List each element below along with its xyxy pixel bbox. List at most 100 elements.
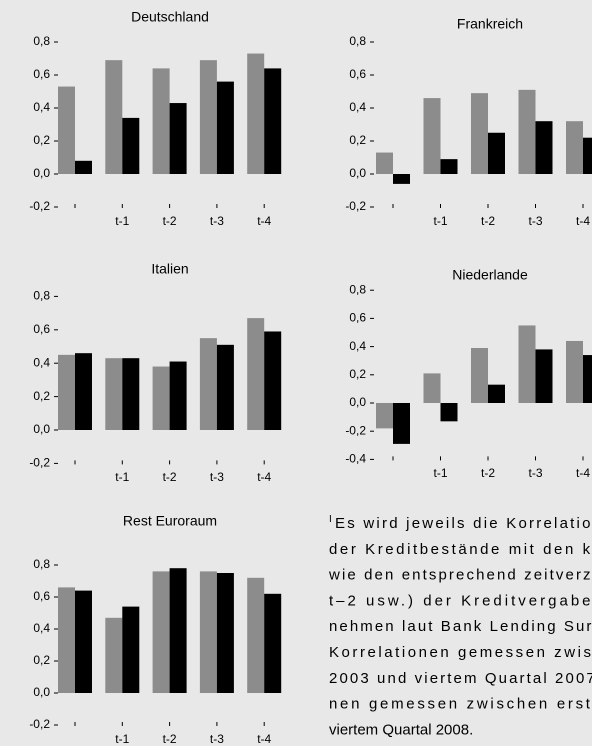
bar bbox=[152, 68, 170, 174]
x-tick-label: t-4 bbox=[257, 470, 271, 484]
bar bbox=[152, 571, 170, 693]
bar bbox=[440, 403, 458, 422]
y-tick-label: -0,2 bbox=[345, 199, 366, 213]
bar bbox=[247, 53, 265, 174]
chart-title: Italien bbox=[151, 261, 188, 277]
y-tick-label: -0,2 bbox=[29, 456, 50, 470]
bar bbox=[247, 577, 265, 693]
bar bbox=[583, 355, 592, 403]
y-tick-label: 0,2 bbox=[349, 133, 366, 147]
bar bbox=[75, 590, 92, 693]
y-tick-label: 0,0 bbox=[349, 395, 366, 409]
x-tick-label: t-1 bbox=[115, 214, 129, 228]
bar bbox=[75, 353, 92, 430]
x-tick-label: t-4 bbox=[257, 214, 271, 228]
bar bbox=[199, 60, 217, 174]
x-tick-label: t-4 bbox=[576, 466, 590, 480]
bar bbox=[122, 117, 140, 174]
bar bbox=[216, 81, 234, 174]
bar bbox=[423, 373, 441, 403]
y-tick-label: 0,2 bbox=[33, 133, 50, 147]
x-tick-label: t-2 bbox=[163, 732, 177, 746]
x-tick-label: t-3 bbox=[210, 732, 224, 746]
y-tick-label: 0,6 bbox=[33, 67, 50, 81]
footnote-line: wie den entsprechend zeitverze bbox=[328, 567, 592, 584]
bar bbox=[376, 403, 393, 429]
y-tick-label: 0,4 bbox=[349, 100, 366, 114]
x-tick-label: t-1 bbox=[433, 214, 447, 228]
y-tick-label: 0,4 bbox=[33, 100, 50, 114]
x-tick-label: t-2 bbox=[163, 214, 177, 228]
bar bbox=[264, 331, 282, 430]
bar bbox=[169, 361, 187, 430]
bar bbox=[488, 384, 505, 403]
y-tick-label: 0,8 bbox=[33, 289, 50, 303]
footnote-line: t–2 usw.) der Kreditvergabes bbox=[329, 592, 592, 609]
bar bbox=[518, 325, 536, 403]
footnote-line: der Kreditbestände mit den ko bbox=[329, 541, 592, 558]
bar bbox=[440, 159, 458, 174]
footnote-line: 2003 und viertem Quartal 2007; bbox=[329, 670, 592, 687]
y-tick-label: 0,6 bbox=[33, 589, 50, 603]
y-tick-label: 0,0 bbox=[33, 166, 50, 180]
footnote-line: viertem Quartal 2008. bbox=[329, 721, 473, 738]
bar bbox=[105, 358, 123, 430]
bar bbox=[376, 152, 393, 174]
chart-title: Rest Euroraum bbox=[123, 513, 217, 529]
bar bbox=[58, 354, 75, 430]
x-tick-label: t-2 bbox=[481, 466, 495, 480]
x-tick-label: t-3 bbox=[210, 470, 224, 484]
bar bbox=[264, 68, 282, 174]
bar bbox=[566, 121, 583, 174]
bar bbox=[122, 606, 140, 693]
bar bbox=[216, 573, 234, 693]
y-tick-label: 0,2 bbox=[33, 389, 50, 403]
bar bbox=[535, 121, 553, 174]
bar bbox=[471, 348, 488, 403]
y-tick-label: 0,8 bbox=[349, 34, 366, 48]
footnote-line: Korrelationen gemessen zwisc bbox=[329, 644, 592, 661]
bar bbox=[488, 132, 505, 174]
bar bbox=[518, 89, 536, 174]
x-tick-label: t-2 bbox=[481, 214, 495, 228]
x-tick-label: t-4 bbox=[576, 214, 590, 228]
bar bbox=[105, 617, 123, 693]
x-tick-label: t-4 bbox=[257, 732, 271, 746]
chart-title: Frankreich bbox=[457, 16, 523, 32]
bar bbox=[583, 137, 592, 174]
chart-title: Deutschland bbox=[131, 9, 209, 25]
y-tick-label: 0,0 bbox=[33, 422, 50, 436]
y-tick-label: 0,6 bbox=[349, 311, 366, 325]
x-tick-label: t-3 bbox=[528, 214, 542, 228]
y-tick-label: -0,2 bbox=[29, 199, 50, 213]
y-tick-label: 0,4 bbox=[33, 621, 50, 635]
y-tick-label: -0,2 bbox=[345, 423, 366, 437]
bar bbox=[393, 174, 410, 184]
bar bbox=[393, 403, 410, 444]
bar bbox=[199, 571, 217, 693]
y-tick-label: 0,8 bbox=[349, 282, 366, 296]
bar bbox=[423, 98, 441, 174]
y-tick-label: 0,2 bbox=[33, 653, 50, 667]
bar bbox=[216, 344, 234, 430]
bar bbox=[105, 60, 123, 174]
bar bbox=[566, 340, 583, 403]
bar bbox=[471, 93, 488, 174]
bar bbox=[247, 318, 265, 430]
y-tick-label: 0,6 bbox=[349, 67, 366, 81]
footnote-line: Es wird jeweils die Korrelation bbox=[335, 515, 592, 532]
bar bbox=[75, 160, 92, 174]
x-tick-label: t-3 bbox=[210, 214, 224, 228]
chart-title: Niederlande bbox=[452, 267, 528, 283]
y-tick-label: 0,4 bbox=[349, 339, 366, 353]
x-tick-label: t-2 bbox=[163, 470, 177, 484]
footnote-line: nen gemessen zwischen erste bbox=[329, 696, 592, 713]
bar bbox=[58, 86, 75, 174]
y-tick-label: 0,6 bbox=[33, 322, 50, 336]
y-tick-label: 0,8 bbox=[33, 557, 50, 571]
y-tick-label: 0,8 bbox=[33, 34, 50, 48]
bar bbox=[535, 349, 553, 403]
y-tick-label: 0,4 bbox=[33, 355, 50, 369]
